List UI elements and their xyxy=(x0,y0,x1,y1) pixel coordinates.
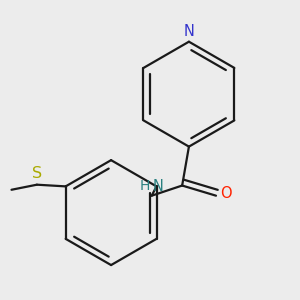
Text: O: O xyxy=(220,187,232,202)
Text: S: S xyxy=(32,166,42,181)
Text: H: H xyxy=(140,179,150,193)
Text: N: N xyxy=(153,179,164,194)
Text: N: N xyxy=(184,24,194,39)
